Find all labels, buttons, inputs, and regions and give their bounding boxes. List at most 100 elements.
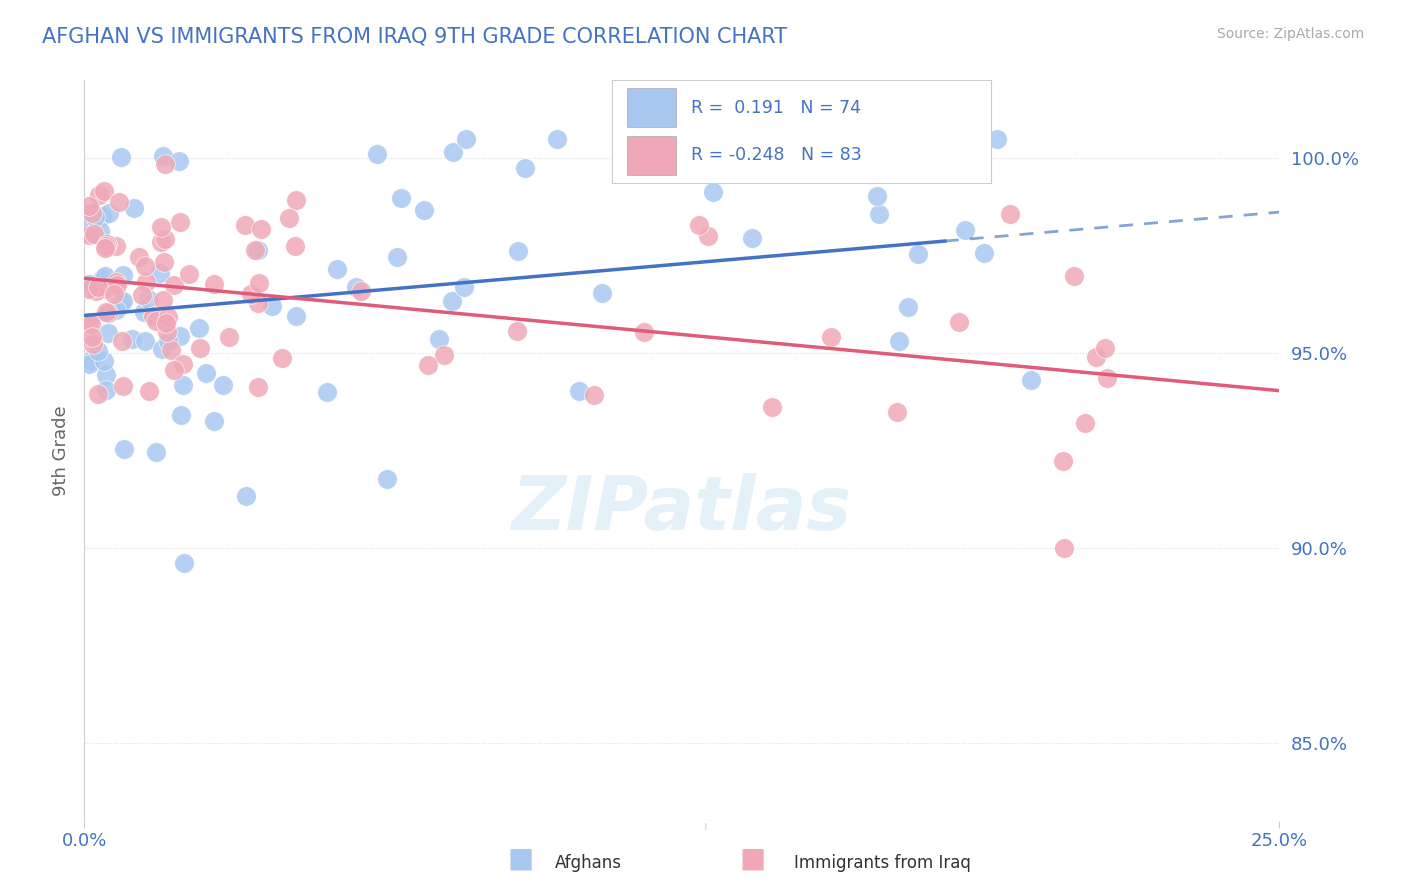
Point (83, 227, 105, 241)
Point (77, 315, 100, 329)
Point (284, 309, 307, 323)
Text: Immigrants from Iraq: Immigrants from Iraq (794, 855, 972, 872)
Point (546, 132, 568, 146)
Point (94, 238, 117, 252)
Point (170, 408, 193, 422)
Point (454, 132, 477, 146)
Point (149, 219, 172, 234)
Point (247, 243, 270, 257)
Point (84, 211, 107, 225)
Point (1097, 371, 1119, 385)
Point (427, 332, 450, 346)
Point (907, 247, 929, 261)
Point (80, 317, 103, 331)
Point (87, 387, 110, 401)
Point (350, 285, 373, 299)
Point (440, 294, 463, 309)
Point (513, 161, 536, 175)
Point (149, 265, 172, 279)
Point (284, 239, 307, 253)
Point (96, 236, 118, 251)
Point (163, 278, 186, 293)
Point (94, 241, 117, 255)
Point (1053, 541, 1076, 555)
Text: R =  0.191   N = 74: R = 0.191 N = 74 (692, 99, 862, 117)
Point (138, 384, 160, 398)
Point (93, 184, 115, 198)
Point (152, 293, 174, 307)
Point (1052, 454, 1074, 468)
Point (173, 556, 195, 570)
Point (948, 315, 970, 329)
Point (375, 472, 398, 486)
Point (91, 209, 114, 223)
Point (82, 337, 104, 351)
Bar (627, 136, 676, 175)
Point (169, 329, 191, 343)
Point (172, 357, 194, 371)
Point (953, 223, 976, 237)
Point (89, 224, 111, 238)
Point (79, 352, 101, 367)
Point (432, 348, 454, 362)
Point (1063, 268, 1085, 283)
Point (277, 211, 299, 226)
Point (111, 334, 134, 348)
Point (80, 330, 103, 344)
Point (111, 379, 134, 393)
Point (87, 188, 110, 202)
Point (110, 295, 132, 310)
Point (94, 368, 117, 382)
Point (702, 185, 724, 199)
Point (271, 351, 294, 366)
Point (150, 235, 173, 250)
Y-axis label: 9th Grade: 9th Grade (52, 405, 70, 496)
Point (247, 295, 270, 310)
Point (389, 191, 412, 205)
Point (179, 268, 201, 282)
Point (150, 342, 173, 356)
Text: ■: ■ (740, 845, 765, 872)
Point (243, 243, 266, 257)
Point (135, 276, 157, 290)
Point (1094, 341, 1116, 355)
Point (247, 380, 270, 394)
Point (218, 330, 240, 344)
Point (104, 303, 127, 318)
Point (152, 255, 174, 269)
Point (77, 227, 100, 242)
Point (591, 286, 613, 301)
Point (506, 324, 529, 338)
Point (160, 343, 183, 358)
Point (94, 305, 117, 319)
Point (112, 442, 135, 457)
Point (416, 358, 439, 372)
Point (105, 278, 128, 293)
Point (97, 306, 120, 320)
Point (108, 195, 131, 210)
Point (385, 251, 408, 265)
Point (998, 207, 1021, 221)
Point (1019, 373, 1042, 387)
Point (94, 269, 117, 284)
Bar (627, 88, 676, 128)
Point (97, 326, 120, 340)
Point (897, 300, 920, 314)
Point (98, 206, 121, 220)
Point (262, 299, 284, 313)
Point (145, 313, 167, 327)
Point (188, 341, 211, 355)
Point (202, 414, 225, 428)
Point (145, 444, 167, 458)
Point (155, 316, 177, 330)
Point (172, 378, 194, 392)
Point (93, 354, 115, 368)
Point (1085, 350, 1108, 364)
Point (105, 239, 128, 253)
Point (887, 334, 910, 349)
Point (633, 326, 655, 340)
Point (121, 332, 143, 346)
Point (163, 363, 186, 377)
Point (211, 378, 233, 392)
Point (366, 146, 388, 161)
